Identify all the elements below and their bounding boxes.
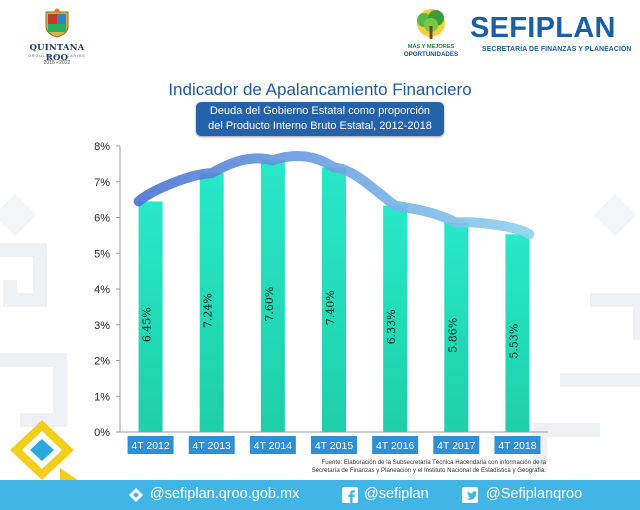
source-note: Fuente: Elaboración de la Subsecretaría …	[270, 459, 546, 474]
category-label: 4T 2017	[437, 440, 475, 452]
state-motto: ORGULLO DEL CARIBE	[28, 54, 86, 58]
y-tick-label: 8%	[94, 141, 110, 153]
bar-data-label: 6.45%	[141, 307, 154, 342]
bar-data-label: 7.40%	[324, 290, 337, 325]
oportunidades-line2: OPORTUNIDADES	[403, 51, 459, 58]
bar-data-label: 7.60%	[263, 287, 276, 322]
footer-bar: @sefiplan.qroo.gob.mx @sefiplan @Sefipla…	[0, 480, 640, 510]
x-axis-categories: 4T 2012 4T 2013 4T 2014 4T 2015 4T 2016 4T 20…	[127, 436, 541, 454]
tree-icon	[417, 9, 445, 39]
category-box	[311, 436, 357, 454]
state-name: QUINTANA ROO	[29, 43, 85, 63]
y-tick-label: 4%	[94, 284, 110, 296]
chart-title: Indicador de Apalancamiento Financiero	[168, 80, 472, 99]
footer-facebook-link[interactable]: @sefiplan	[364, 486, 429, 502]
category-label: 4T 2013	[193, 440, 231, 452]
subtitle-line-1: Deuda del Gobierno Estatal como proporci…	[209, 105, 431, 117]
category-box	[188, 436, 235, 454]
source-line-1: Fuente: Elaboración de la Subsecretaría …	[321, 459, 546, 466]
y-tick-label: 5%	[94, 248, 110, 260]
footer-web-link[interactable]: @sefiplan.qroo.gob.mx	[150, 486, 300, 502]
bar	[322, 167, 346, 432]
bar-data-label: 5.53%	[507, 324, 520, 359]
bar	[199, 173, 224, 433]
bar-data-label: 6.33%	[385, 309, 398, 344]
org-subtitle: SECRETARÍA DE FINANZAS Y PLANEACIÓN	[482, 46, 632, 53]
facebook-icon	[342, 487, 358, 503]
state-years: 2016 • 2022	[43, 60, 71, 66]
corner-q-logo	[10, 420, 78, 480]
chart-subtitle-box: Deuda del Gobierno Estatal como proporci…	[196, 102, 444, 136]
y-tick-label: 6%	[94, 213, 110, 225]
bars	[138, 160, 530, 433]
bar	[505, 234, 530, 432]
subtitle-line-2: del Producto Interno Bruto Estatal, 2012…	[208, 120, 432, 132]
bar-data-label: 7.24%	[202, 293, 215, 328]
bar	[444, 222, 469, 432]
category-box	[127, 436, 174, 454]
category-label: 4T 2016	[376, 440, 414, 452]
category-box	[433, 436, 480, 454]
y-tick-label: 3%	[94, 320, 110, 332]
bar	[138, 201, 163, 432]
footer-twitter-link[interactable]: @Sefiplanqroo	[486, 486, 583, 502]
state-emblem-icon	[45, 8, 69, 38]
data-labels: 6.45% 7.24% 7.60% 7.40% 6.33% 5.86% 5.53%	[141, 287, 521, 359]
trend-line	[133, 150, 535, 240]
category-box	[494, 436, 541, 454]
header: QUINTANA ROO ORGULLO DEL CARIBE 2016 • 2…	[0, 0, 640, 78]
bar	[383, 205, 408, 432]
twitter-icon	[462, 487, 478, 503]
source-line-2: Secretaría de Finanzas y Planeación y el…	[311, 466, 546, 474]
category-box	[372, 436, 419, 454]
bar-data-label: 5.86%	[446, 318, 459, 353]
category-label: 4T 2015	[315, 440, 353, 452]
category-label: 4T 2012	[131, 440, 169, 452]
y-tick-label: 7%	[94, 177, 110, 189]
quintana-roo-logo: QUINTANA ROO ORGULLO DEL CARIBE 2016 • 2…	[22, 8, 92, 70]
oportunidades-line1: MÁS Y MEJORES	[407, 44, 455, 50]
oportunidades-logo: MÁS Y MEJORES OPORTUNIDADES	[400, 8, 462, 70]
y-tick-label: 0%	[94, 427, 110, 439]
bar	[260, 160, 285, 433]
y-tick-label: 1%	[94, 391, 110, 403]
web-link-icon	[129, 488, 143, 502]
y-tick-label: 2%	[94, 356, 110, 368]
category-label: 4T 2018	[498, 440, 536, 452]
category-label: 4T 2014	[254, 440, 292, 452]
category-box	[249, 436, 296, 454]
org-name: SEFIPLAN	[470, 12, 616, 44]
